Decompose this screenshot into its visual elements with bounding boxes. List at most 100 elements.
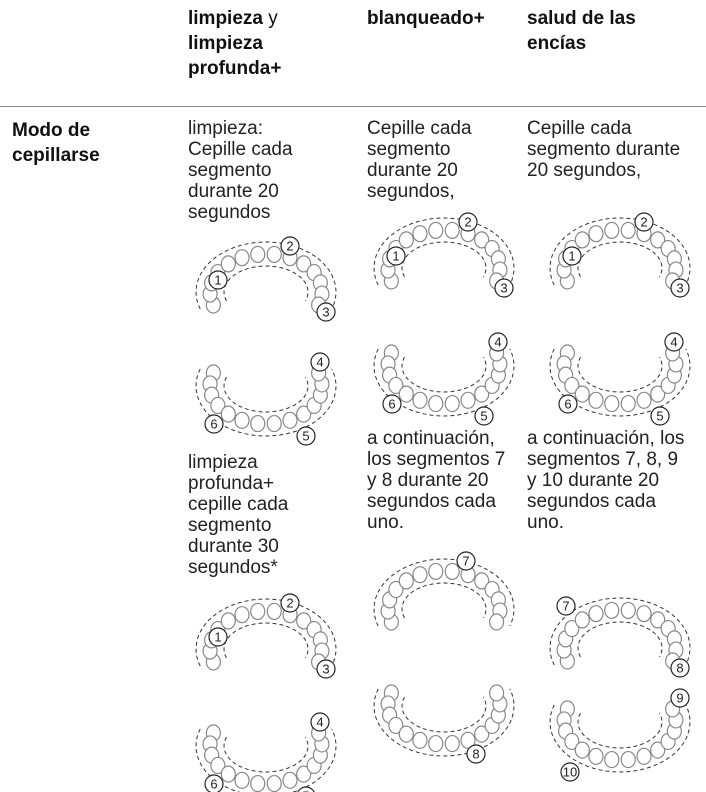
tooth — [588, 747, 604, 765]
segment-number: 6 — [564, 396, 571, 411]
teeth-diagram: 1 2 3 — [373, 212, 515, 298]
segment-number: 8 — [472, 746, 479, 761]
segment-outline — [223, 265, 309, 302]
segment-badge — [558, 394, 578, 414]
tooth — [220, 765, 236, 783]
segment-badge — [664, 332, 684, 352]
tooth — [650, 611, 666, 629]
tooth — [234, 606, 250, 624]
tooth — [398, 231, 414, 249]
segment-outline — [577, 241, 663, 278]
segment-number: 2 — [464, 214, 471, 229]
segment-outline — [401, 241, 487, 278]
segment-number: 2 — [640, 214, 647, 229]
segment-number: 5 — [480, 408, 487, 423]
tooth — [588, 391, 604, 409]
segment-number: 5 — [656, 408, 663, 423]
segment-outline — [549, 217, 691, 286]
segment-badge — [208, 627, 228, 647]
tooth — [574, 741, 590, 759]
tooth — [620, 601, 636, 620]
cell-text: limpieza: Cepille cada segmento durante … — [188, 118, 293, 223]
tooth — [604, 601, 620, 620]
segment-outline — [223, 376, 309, 413]
teeth-diagram: 4 5 6 — [195, 712, 337, 792]
tooth — [296, 765, 312, 783]
segment-number: 1 — [214, 629, 221, 644]
segment-badge — [296, 426, 316, 446]
teeth-diagram: 1 2 3 — [195, 593, 337, 679]
teeth-diagram: 4 5 6 — [373, 332, 515, 426]
tooth — [650, 741, 666, 759]
header-part: y — [268, 8, 278, 29]
tooth — [250, 774, 266, 792]
tooth — [636, 391, 652, 409]
tooth — [428, 562, 444, 581]
segment-number: 7 — [562, 598, 569, 613]
tooth — [489, 684, 505, 702]
tooth — [460, 391, 476, 409]
tooth — [296, 405, 312, 423]
segment-number: 3 — [500, 280, 507, 295]
tooth — [398, 725, 414, 743]
tooth — [620, 394, 636, 413]
segment-badge — [316, 302, 336, 322]
segment-number: 8 — [676, 660, 683, 675]
segment-outline — [223, 622, 309, 659]
tooth — [564, 732, 580, 751]
tooth — [266, 602, 282, 621]
segment-badge — [382, 394, 402, 414]
segment-number: 3 — [322, 304, 329, 319]
segment-number: 1 — [568, 248, 575, 263]
segment-badge — [670, 278, 690, 298]
segment-outline — [401, 356, 487, 393]
tooth — [296, 255, 312, 273]
column-header: limpieza y limpieza profunda+ — [188, 6, 308, 81]
segment-badge — [556, 596, 576, 616]
tooth — [428, 221, 444, 240]
tooth — [574, 611, 590, 629]
segment-number: 3 — [322, 661, 329, 676]
segment-number: 2 — [286, 595, 293, 610]
segment-outline — [373, 217, 515, 286]
segment-number: 4 — [316, 354, 323, 369]
tooth — [444, 221, 460, 240]
segment-outline — [373, 688, 515, 757]
segment-outline — [577, 712, 663, 749]
header-part: limpieza profunda+ — [188, 33, 282, 79]
tooth — [428, 394, 444, 413]
segment-badge — [466, 744, 486, 764]
teeth-diagram: 1 2 3 — [195, 236, 337, 322]
segment-badge — [280, 593, 300, 613]
segment-outline — [195, 728, 337, 792]
segment-outline — [577, 356, 663, 393]
tooth — [460, 731, 476, 749]
segment-number: 9 — [676, 690, 683, 705]
tooth — [588, 225, 604, 243]
segment-outline — [577, 621, 663, 658]
segment-badge — [474, 406, 494, 426]
tooth — [412, 225, 428, 243]
tooth — [604, 394, 620, 413]
tooth — [474, 725, 490, 743]
tooth — [564, 619, 580, 638]
segment-outline — [549, 348, 691, 417]
teeth-diagram: 4 5 6 — [195, 352, 337, 446]
teeth-diagram: 8 — [373, 684, 515, 764]
tooth — [474, 385, 490, 403]
tooth — [388, 376, 404, 395]
teeth-diagram: 1 2 3 — [549, 212, 691, 298]
segment-badge — [316, 659, 336, 679]
tooth — [636, 747, 652, 765]
tooth — [650, 385, 666, 403]
segment-outline — [195, 598, 337, 667]
tooth — [266, 245, 282, 264]
tooth — [250, 602, 266, 621]
tooth — [282, 771, 298, 789]
header-part: limpieza — [188, 8, 263, 29]
tooth — [574, 231, 590, 249]
segment-outline — [373, 558, 515, 627]
segment-outline — [195, 368, 337, 437]
segment-badge — [562, 246, 582, 266]
